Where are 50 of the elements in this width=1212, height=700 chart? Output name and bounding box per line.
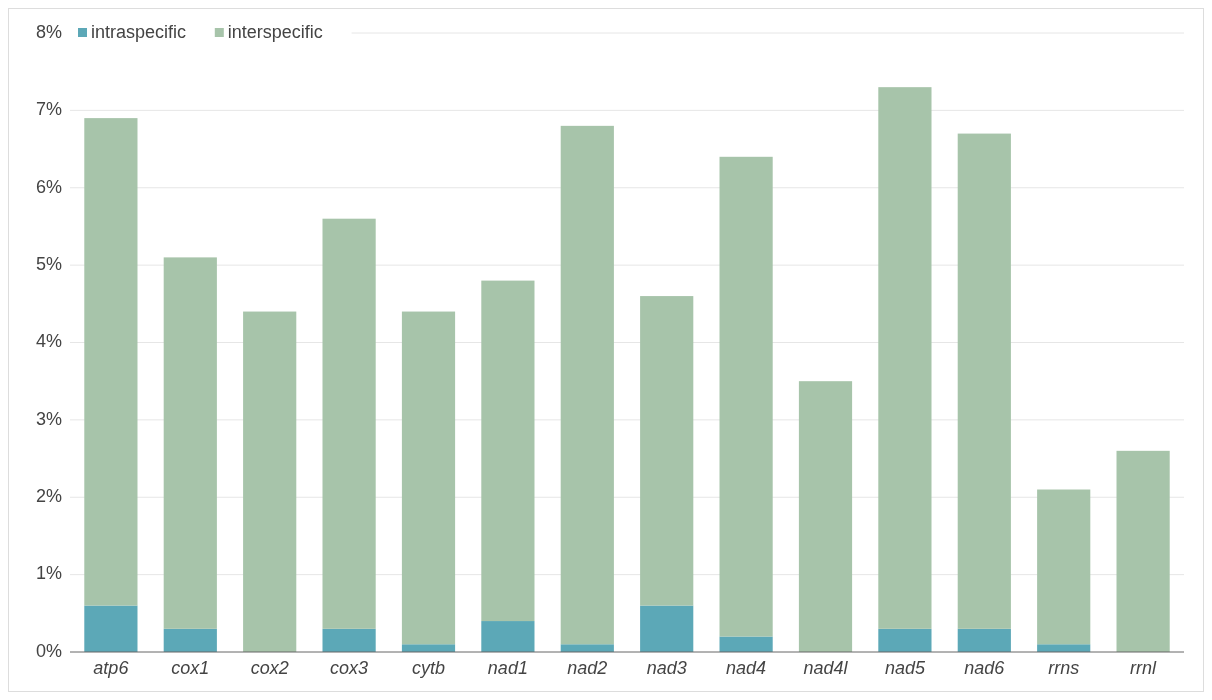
bar [243,311,297,652]
x-tick-label: rrnl [1130,658,1158,678]
x-tick-label: nad3 [646,658,687,678]
bar [878,628,932,652]
x-tick-label: atp6 [93,658,130,678]
bar [560,125,614,645]
y-tick-label: 6% [35,176,62,197]
bar [719,156,773,637]
x-tick-label: nad5 [884,658,926,678]
bar [957,133,1011,629]
bar [401,311,456,645]
bar [322,218,376,629]
bar [957,628,1011,652]
bar [481,280,535,622]
x-tick-label: cox3 [330,658,369,678]
bar [1116,450,1170,652]
x-tick-label: nad4l [803,658,849,678]
bar [640,296,694,606]
y-tick-label: 1% [35,563,62,584]
x-tick-label: rrns [1048,658,1080,678]
legend-label: interspecific [227,21,323,42]
bar [1037,489,1091,645]
y-tick-label: 3% [35,408,62,429]
bar [84,605,138,652]
bar [322,628,376,652]
y-tick-label: 2% [35,486,62,506]
y-tick-label: 7% [35,99,62,120]
x-tick-label: cytb [411,658,445,678]
y-tick-label: 8% [35,21,62,42]
bar [163,628,217,652]
y-tick-label: 5% [35,253,62,274]
y-tick-label: 4% [35,331,62,352]
bar [798,381,853,652]
bar [163,257,217,629]
x-tick-label: cox2 [250,658,289,678]
x-tick-label: cox1 [171,658,210,678]
bar [401,644,456,652]
bar [84,118,138,606]
legend-label: intraspecific [91,21,187,42]
bar [560,644,614,652]
x-tick-label: nad2 [567,658,608,678]
bar [719,636,773,652]
x-tick-label: nad1 [487,658,528,678]
x-tick-label: nad4 [726,658,767,678]
y-tick-label: 0% [35,640,62,661]
bar [481,621,535,652]
x-tick-label: nad6 [964,658,1006,678]
bar [1037,644,1091,652]
bar [640,605,694,652]
bar [878,87,932,629]
